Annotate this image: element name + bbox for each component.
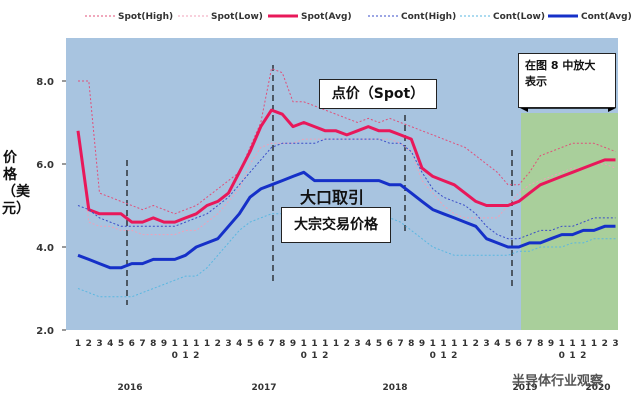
series-line-spot-low [77,134,616,236]
x-tick-label: 5 [505,339,511,349]
x-tick-label: 7 [139,339,145,349]
x-tick-label: 1 [580,339,586,349]
x-tick-label: 2 [344,339,350,349]
x-tick-label: 1 [193,339,199,349]
year-label: 2016 [117,383,142,393]
x-tick-label: 5 [247,339,253,349]
x-tick-label: 7 [268,339,274,349]
x-tick-label: 4 [365,339,371,349]
x-tick-label-2: 0 [172,351,178,361]
x-tick-label: 3 [225,339,231,349]
x-tick-label-2: 2 [193,351,199,361]
x-tick-label: 1 [569,339,575,349]
year-label: 2020 [585,383,610,393]
x-tick-label: 7 [397,339,403,349]
x-tick-label: 1 [440,339,446,349]
x-tick-label: 4 [107,339,113,349]
x-tick-label-2: 1 [311,351,317,361]
x-tick-label: 1 [75,339,81,349]
contract-label: 大口取引 [300,188,365,207]
x-tick-label: 1 [311,339,317,349]
x-tick-label: 1 [333,339,339,349]
series-line-spot-avg [76,108,616,224]
x-tick-label: 1 [559,339,565,349]
x-tick-label-2: 1 [440,351,446,361]
highlight-region [521,113,618,330]
x-tick-label: 3 [612,339,618,349]
y-axis-label: 价格（美元） [2,150,30,217]
x-tick-label: 1 [182,339,188,349]
x-tick-label: 2 [215,339,221,349]
x-tick-label: 4 [494,339,500,349]
y-tick-label: 6.0 [36,160,54,171]
legend-label: Spot(High) [118,12,173,22]
legend-label: Cont(Low) [493,12,545,22]
x-tick-label-2: 0 [559,351,565,361]
zoom-note: 在图 8 中放大 表示 [518,53,616,108]
x-tick-label: 1 [462,339,468,349]
year-label: 2017 [251,383,276,393]
spot-annotation: 点价（Spot） [319,79,437,109]
x-tick-label: 1 [322,339,328,349]
x-tick-label: 9 [548,339,554,349]
x-tick-label: 1 [430,339,436,349]
x-tick-label: 5 [118,339,124,349]
year-label: 2018 [382,383,407,393]
x-tick-label: 8 [537,339,543,349]
x-tick-label-2: 0 [430,351,436,361]
x-tick-label: 1 [204,339,210,349]
x-tick-label: 4 [236,339,242,349]
x-tick-label: 1 [301,339,307,349]
x-tick-label-2: 2 [580,351,586,361]
x-tick-label: 9 [419,339,425,349]
y-tick-label: 8.0 [36,77,54,88]
x-tick-label: 6 [387,339,393,349]
watermark: 半导体行业观察 [512,374,604,389]
x-tick-label: 3 [483,339,489,349]
x-tick-label: 2 [86,339,92,349]
x-tick-label: 3 [96,339,102,349]
year-label: 2019 [512,383,537,393]
x-tick-label: 6 [258,339,264,349]
legend-label: Spot(Low) [211,12,263,22]
series-line-cont-low [77,213,616,298]
series-line-cont-avg [77,170,616,270]
zoom-note-line1: 在图 8 中放大 [525,59,596,72]
contract-price-annotation: 大宗交易价格 [281,207,391,243]
y-tick-label: 4.0 [36,243,54,254]
x-tick-label: 2 [473,339,479,349]
x-tick-label: 1 [451,339,457,349]
x-tick-label: 8 [279,339,285,349]
legend-label: Spot(Avg) [301,12,352,22]
x-tick-label: 8 [408,339,414,349]
x-tick-label: 1 [591,339,597,349]
x-tick-label: 9 [290,339,296,349]
x-tick-label-2: 2 [451,351,457,361]
legend-label: Cont(High) [401,12,456,22]
legend-label: Cont(Avg) [581,12,632,22]
zoom-note-line2: 表示 [525,75,547,88]
x-tick-label-2: 1 [182,351,188,361]
x-tick-label: 8 [150,339,156,349]
x-tick-label: 7 [526,339,532,349]
x-tick-label: 6 [516,339,522,349]
y-tick-label: 2.0 [36,326,54,337]
x-tick-label: 5 [376,339,382,349]
x-tick-label: 2 [602,339,608,349]
x-tick-label: 3 [354,339,360,349]
x-tick-label-2: 0 [301,351,307,361]
x-tick-label: 6 [129,339,135,349]
series-line-spot-high [78,68,616,215]
x-tick-label: 1 [172,339,178,349]
x-tick-label: 9 [161,339,167,349]
x-tick-label-2: 1 [569,351,575,361]
x-tick-label-2: 2 [322,351,328,361]
